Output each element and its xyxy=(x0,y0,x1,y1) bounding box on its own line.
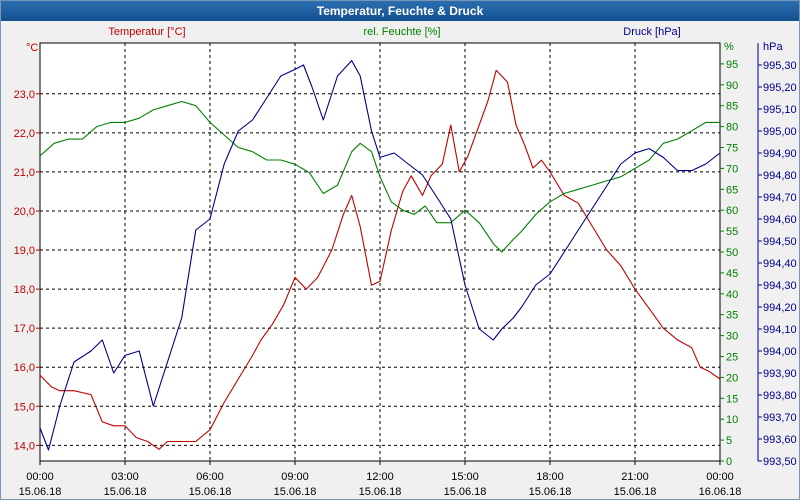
unit-humidity: % xyxy=(724,41,734,53)
y-tick-label-temperature: 19,0 xyxy=(14,245,35,257)
y-tick-label-temperature: 17,0 xyxy=(14,323,35,335)
y-tick-label-humidity: 80 xyxy=(726,122,738,134)
series-line-humidity xyxy=(39,100,720,253)
y-tick-label-pressure: 995,00 xyxy=(763,126,797,138)
y-tick-label-pressure: 994,70 xyxy=(763,192,797,204)
window-title: Temperatur, Feuchte & Druck xyxy=(1,1,799,21)
y-tick-label-pressure: 994,40 xyxy=(763,258,797,270)
y-tick-label-humidity: 65 xyxy=(726,184,738,196)
y-tick-label-pressure: 995,10 xyxy=(763,104,797,116)
y-tick-label-temperature: 14,0 xyxy=(14,440,35,452)
x-tick-label-time: 00:00 xyxy=(26,471,54,483)
y-tick-label-temperature: 21,0 xyxy=(14,167,35,179)
x-tick-label-date: 15.06.18 xyxy=(444,486,487,498)
y-tick-label-humidity: 40 xyxy=(726,289,738,301)
y-tick-label-humidity: 25 xyxy=(726,352,738,364)
y-tick-label-humidity: 15 xyxy=(726,393,738,405)
x-tick-label-date: 15.06.18 xyxy=(614,486,657,498)
y-tick-label-pressure: 994,20 xyxy=(763,302,797,314)
y-tick-label-pressure: 994,10 xyxy=(763,324,797,336)
x-tick-label-time: 00:00 xyxy=(706,471,734,483)
y-tick-label-pressure: 994,30 xyxy=(763,280,797,292)
y-tick-label-temperature: 23,0 xyxy=(14,89,35,101)
y-tick-label-temperature: 18,0 xyxy=(14,284,35,296)
y-tick-label-humidity: 75 xyxy=(726,143,738,155)
x-tick-label-time: 12:00 xyxy=(366,471,394,483)
y-tick-label-pressure: 993,50 xyxy=(763,456,797,468)
axis-ticks: 00:00 15.06.18 03:00 15.06.18 06:00 15.06.18 0… xyxy=(14,43,797,498)
x-tick-label-time: 21:00 xyxy=(621,471,649,483)
x-tick-label-date: 15.06.18 xyxy=(359,486,402,498)
x-tick-label-time: 09:00 xyxy=(281,471,309,483)
y-tick-label-humidity: 70 xyxy=(726,163,738,175)
y-tick-label-temperature: 16,0 xyxy=(14,362,35,374)
y-tick-label-humidity: 10 xyxy=(726,414,738,426)
y-tick-label-humidity: 90 xyxy=(726,80,738,92)
y-tick-label-humidity: 95 xyxy=(726,59,738,71)
series-line-temperature xyxy=(39,69,721,450)
x-tick-label-time: 06:00 xyxy=(196,471,224,483)
y-tick-label-pressure: 995,30 xyxy=(763,60,797,72)
series-line-pressure xyxy=(39,60,721,451)
y-tick-label-pressure: 993,80 xyxy=(763,390,797,402)
y-tick-label-humidity: 55 xyxy=(726,226,738,238)
y-tick-label-humidity: 50 xyxy=(726,247,738,259)
axis-label-pressure: Druck [hPa] xyxy=(623,26,680,38)
x-tick-label-date: 15.06.18 xyxy=(529,486,572,498)
y-tick-label-pressure: 994,80 xyxy=(763,170,797,182)
y-tick-label-pressure: 993,70 xyxy=(763,412,797,424)
x-tick-label-date: 15.06.18 xyxy=(104,486,147,498)
y-tick-label-humidity: 30 xyxy=(726,331,738,343)
y-tick-label-humidity: 5 xyxy=(726,435,732,447)
axis-label-temperature: Temperatur [°C] xyxy=(108,26,185,38)
unit-temperature: °C xyxy=(26,42,38,54)
x-tick-label-date: 15.06.18 xyxy=(274,486,317,498)
y-tick-label-humidity: 20 xyxy=(726,372,738,384)
y-tick-label-temperature: 15,0 xyxy=(14,401,35,413)
y-tick-label-humidity: 35 xyxy=(726,310,738,322)
y-tick-label-pressure: 994,50 xyxy=(763,236,797,248)
x-tick-label-time: 18:00 xyxy=(536,471,564,483)
y-tick-label-humidity: 60 xyxy=(726,205,738,217)
x-tick-label-time: 03:00 xyxy=(111,471,139,483)
y-tick-label-humidity: 85 xyxy=(726,101,738,113)
x-tick-label-date: 16.06.18 xyxy=(699,486,742,498)
y-tick-label-temperature: 20,0 xyxy=(14,206,35,218)
y-tick-label-pressure: 993,60 xyxy=(763,434,797,446)
y-tick-label-humidity: 45 xyxy=(726,268,738,280)
x-tick-label-date: 15.06.18 xyxy=(19,486,62,498)
y-tick-label-pressure: 994,60 xyxy=(763,214,797,226)
y-tick-label-humidity: 0 xyxy=(726,456,732,468)
y-tick-label-pressure: 994,90 xyxy=(763,148,797,160)
x-tick-label-time: 15:00 xyxy=(451,471,479,483)
y-tick-label-pressure: 994,00 xyxy=(763,346,797,358)
x-tick-label-date: 15.06.18 xyxy=(189,486,232,498)
y-tick-label-pressure: 993,90 xyxy=(763,368,797,380)
axis-label-humidity: rel. Feuchte [%] xyxy=(363,26,440,38)
series-layer xyxy=(39,60,721,451)
y-tick-label-temperature: 22,0 xyxy=(14,128,35,140)
y-tick-label-pressure: 995,20 xyxy=(763,82,797,94)
unit-pressure: hPa xyxy=(763,41,783,53)
